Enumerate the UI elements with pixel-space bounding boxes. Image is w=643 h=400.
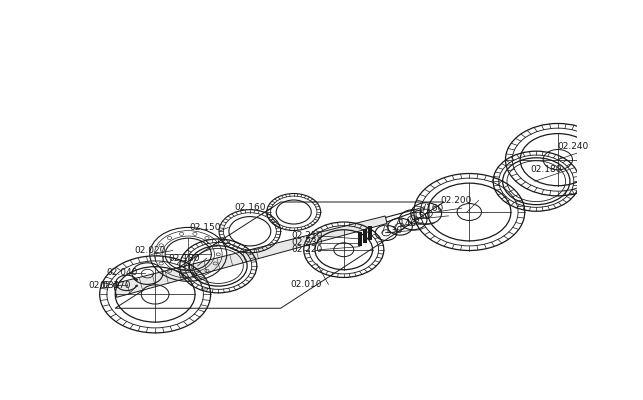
- Bar: [358, 232, 362, 246]
- Text: /140: /140: [396, 218, 416, 227]
- Text: 02.180: 02.180: [530, 165, 561, 174]
- Text: 02.150: 02.150: [190, 223, 221, 232]
- Text: /150: /150: [410, 211, 430, 220]
- Bar: [368, 226, 372, 240]
- Text: /160: /160: [423, 204, 443, 213]
- Text: 02.220: 02.220: [292, 245, 323, 254]
- Text: 02.240: 02.240: [558, 142, 589, 151]
- Text: 02.210: 02.210: [292, 231, 323, 240]
- Text: 02.030: 02.030: [88, 281, 120, 290]
- Text: 02.230: 02.230: [292, 238, 323, 247]
- Text: 02.010: 02.010: [290, 280, 322, 289]
- Text: 02.160: 02.160: [235, 203, 266, 212]
- Bar: [363, 229, 367, 243]
- Text: 02.170: 02.170: [99, 281, 131, 290]
- Polygon shape: [113, 216, 387, 297]
- Text: /130: /130: [383, 225, 403, 234]
- Text: 02.020: 02.020: [134, 246, 166, 255]
- Text: 02.180: 02.180: [168, 254, 200, 263]
- Text: 02.040: 02.040: [107, 268, 138, 277]
- Text: 02.200: 02.200: [440, 196, 471, 205]
